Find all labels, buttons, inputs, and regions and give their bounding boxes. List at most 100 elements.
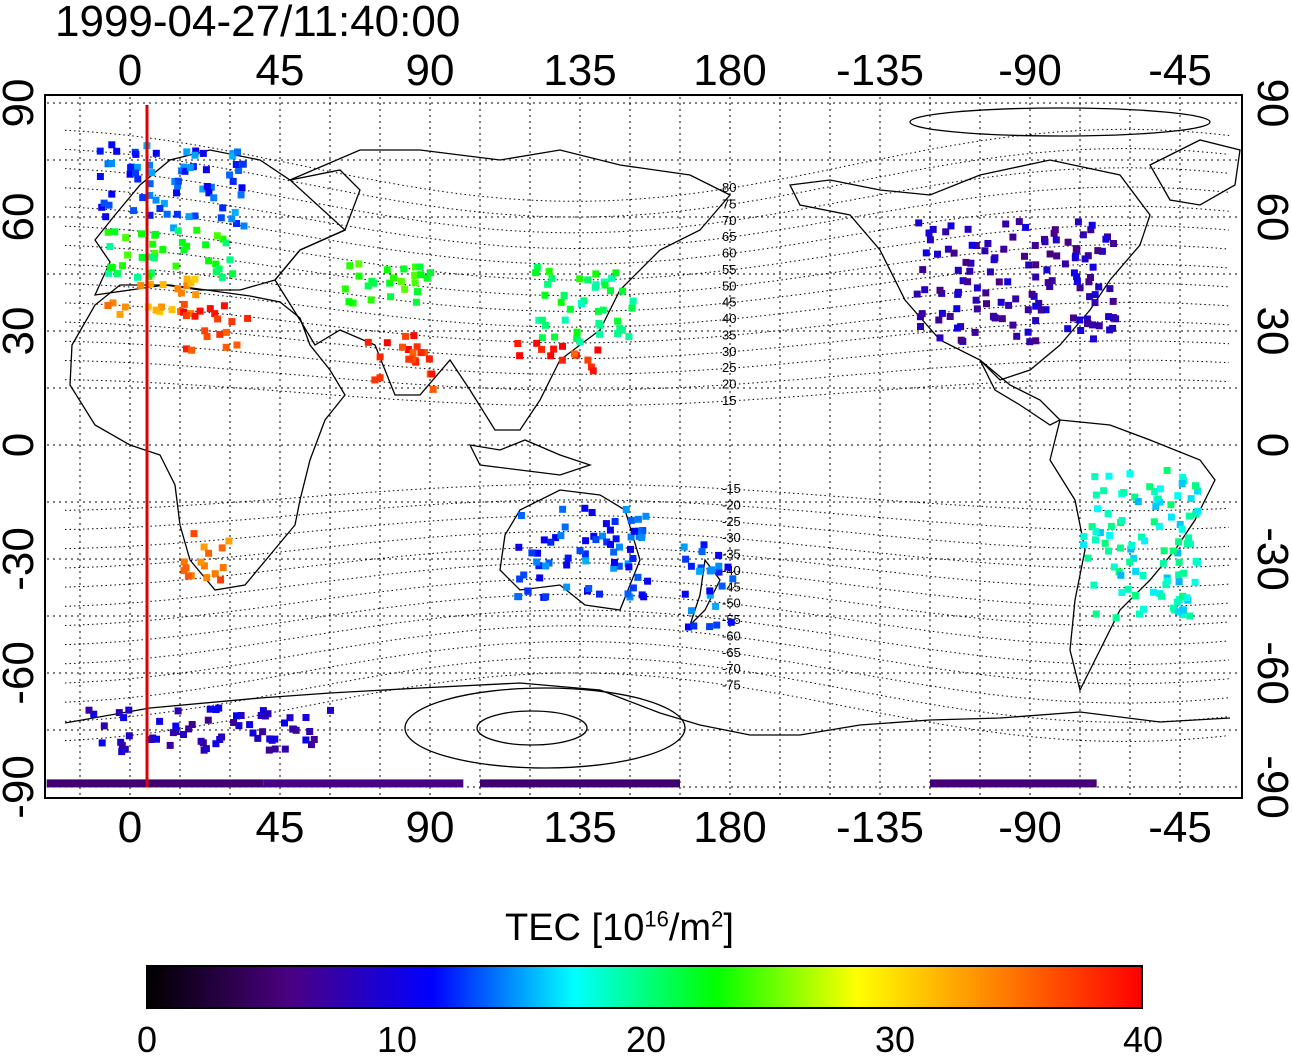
lat-tick-right: -60 (1248, 641, 1292, 705)
tec-cell (1131, 493, 1139, 501)
tec-cell (729, 575, 737, 583)
tec-cell (371, 376, 379, 384)
grid-lines (47, 97, 1240, 796)
tec-cell (216, 330, 224, 338)
tec-cell (217, 214, 225, 222)
tec-cell (1037, 306, 1045, 314)
new-zealand-outline (689, 558, 721, 626)
tec-cell (690, 622, 698, 630)
lon-tick-bottom: 90 (406, 803, 455, 852)
tec-cell (581, 504, 589, 512)
mlat-label: -75 (722, 678, 741, 693)
central-america-outline (979, 359, 1062, 426)
tec-cell (170, 224, 178, 232)
tec-cell (1090, 335, 1097, 343)
lat-tick-right: 0 (1248, 433, 1292, 457)
tec-cell (139, 194, 147, 202)
tec-cell (602, 520, 610, 528)
tec-cell (345, 298, 353, 306)
tec-cell (724, 563, 732, 571)
mlat-label: -65 (722, 645, 741, 660)
tec-cell (178, 238, 186, 246)
tec-cell (228, 215, 236, 223)
tec-cell (192, 291, 200, 299)
tec-cell (425, 355, 433, 363)
tec-cell (1098, 247, 1106, 255)
tec-cell (1192, 482, 1199, 490)
tec-cell (622, 506, 630, 513)
mlat-label: 45 (722, 295, 736, 310)
tec-cell (302, 736, 310, 744)
mlat-contour (64, 225, 1230, 281)
mlat-contour (64, 609, 1230, 665)
tec-cell (573, 328, 581, 336)
tec-cell (1160, 547, 1168, 555)
tec-cell (1021, 252, 1028, 260)
tec-cell (126, 170, 134, 178)
tec-cell (202, 166, 210, 174)
tec-cell (228, 318, 236, 326)
tec-cell (226, 171, 234, 179)
mlat-label: 15 (722, 393, 736, 408)
tec-cell (584, 276, 592, 284)
mlat-contour (64, 128, 1230, 202)
tec-cell (983, 300, 990, 308)
tec-cell (172, 262, 180, 270)
tec-cell (558, 356, 566, 364)
tec-cell (696, 567, 704, 575)
tec-cell (230, 719, 238, 726)
tec-cell (1139, 605, 1147, 613)
tec-cell (557, 532, 565, 540)
tec-cell (137, 281, 145, 289)
tec-cell (1105, 313, 1113, 321)
tec-cell (1025, 261, 1033, 269)
tec-cell (281, 719, 288, 727)
tec-cell (594, 307, 602, 315)
mlat-contour (64, 321, 1230, 360)
mlat-label: 30 (722, 344, 736, 359)
tec-cell (1076, 316, 1084, 324)
tec-cell (1109, 324, 1117, 332)
tec-cell (210, 194, 218, 202)
mlat-label: 20 (722, 377, 736, 392)
tec-cell (134, 175, 142, 183)
tec-cell (134, 273, 141, 281)
tec-cell (107, 263, 115, 271)
australia-outline (499, 489, 641, 611)
tec-cell (942, 228, 950, 236)
tec-cell (237, 712, 245, 719)
mlat-contour (64, 641, 1230, 704)
tec-cell (514, 340, 522, 347)
tec-cell (1130, 554, 1138, 562)
tec-cell (233, 220, 240, 227)
tec-cell (1151, 488, 1159, 495)
south-contour-oval-inner (476, 710, 588, 746)
tec-cell (595, 320, 603, 327)
tec-cell (174, 227, 182, 235)
tec-cell (1028, 290, 1036, 298)
tec-cell (130, 207, 138, 215)
mlat-label: 80 (722, 180, 736, 195)
tec-cell (254, 734, 262, 742)
tec-cell (1041, 238, 1049, 246)
lon-tick-top: -45 (1148, 46, 1212, 95)
tec-cell (1000, 245, 1008, 253)
tec-cell (616, 543, 623, 551)
tec-cell (199, 185, 207, 193)
tec-cell (152, 230, 159, 238)
tec-cell (212, 706, 220, 714)
tec-cell (1084, 554, 1092, 562)
tec-cell (187, 279, 195, 287)
tec-cell (576, 338, 584, 346)
tec-cell (576, 275, 584, 283)
tec-cell (1044, 279, 1052, 287)
tec-cell (563, 583, 571, 591)
tec-cell (1092, 610, 1100, 618)
mlat-label: -35 (722, 547, 741, 562)
tec-cell (1135, 610, 1143, 618)
tec-cell (706, 623, 714, 631)
tec-cell (417, 349, 425, 357)
tec-cell (138, 230, 145, 238)
